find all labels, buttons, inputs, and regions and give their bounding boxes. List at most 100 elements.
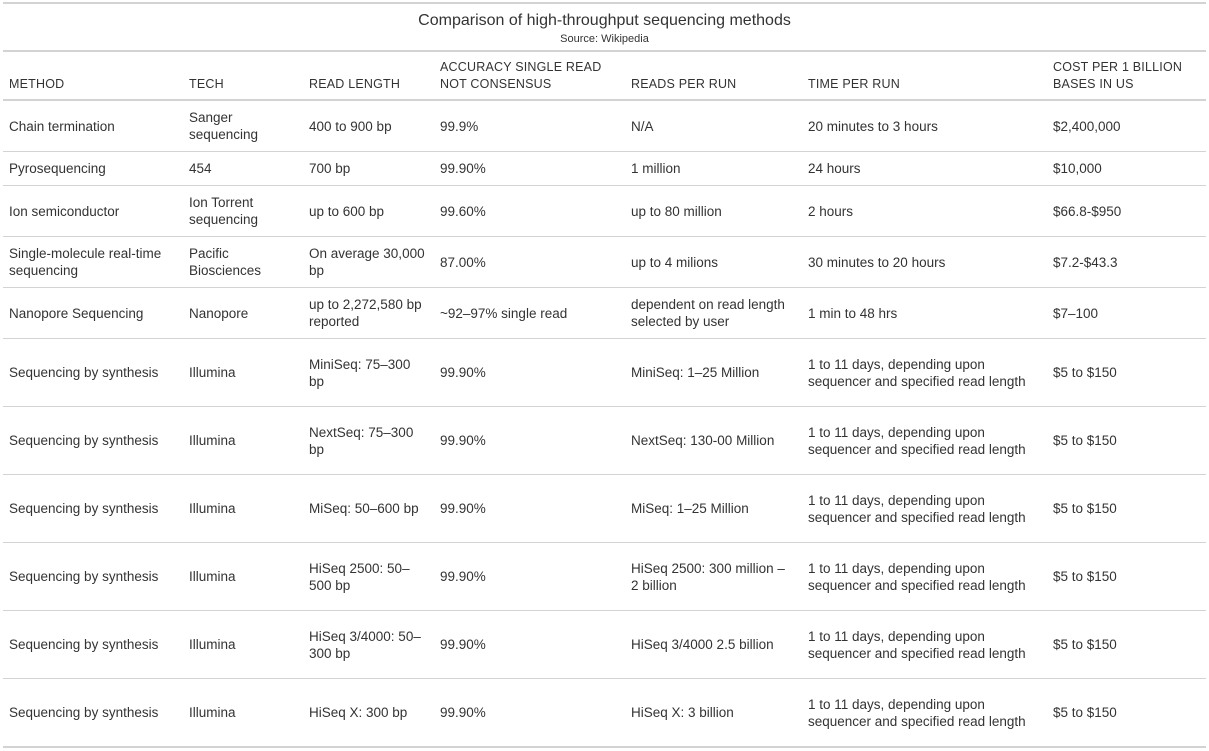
cell-read-length: up to 600 bp	[303, 185, 434, 237]
column-header-read-length: READ LENGTH	[303, 52, 434, 101]
cell-time-per-run: 1 to 11 days, depending upon sequencer a…	[802, 474, 1047, 543]
cell-accuracy: 87.00%	[434, 236, 625, 288]
cell-time-per-run: 24 hours	[802, 151, 1047, 186]
table-container: Comparison of high-throughput sequencing…	[3, 2, 1206, 748]
table-subtitle: Source: Wikipedia	[560, 33, 649, 45]
cell-method: Single-molecule real-time sequencing	[3, 236, 183, 288]
cell-method: Sequencing by synthesis	[3, 406, 183, 475]
cell-time-per-run: 1 to 11 days, depending upon sequencer a…	[802, 406, 1047, 475]
cell-read-length: HiSeq 2500: 50–500 bp	[303, 542, 434, 611]
cell-cost: $5 to $150	[1047, 474, 1206, 543]
cell-accuracy: 99.90%	[434, 610, 625, 679]
cell-tech: Illumina	[183, 338, 303, 407]
cell-cost: $7.2-$43.3	[1047, 236, 1206, 288]
cell-read-length: NextSeq: 75–300 bp	[303, 406, 434, 475]
cell-method: Sequencing by synthesis	[3, 542, 183, 611]
cell-tech: Illumina	[183, 610, 303, 679]
cell-method: Sequencing by synthesis	[3, 338, 183, 407]
column-header-accuracy: ACCURACY SINGLE READ NOT CONSENSUS	[434, 52, 625, 101]
cell-method: Pyrosequencing	[3, 151, 183, 186]
table-row: Pyrosequencing 454 700 bp 99.90% 1 milli…	[3, 151, 1206, 186]
cell-reads-per-run: MiSeq: 1–25 Million	[625, 474, 802, 543]
top-divider	[3, 2, 1206, 4]
cell-reads-per-run: HiSeq 3/4000 2.5 billion	[625, 610, 802, 679]
cell-reads-per-run: N/A	[625, 100, 802, 152]
cell-accuracy: 99.90%	[434, 338, 625, 407]
cell-cost: $7–100	[1047, 287, 1206, 339]
cell-reads-per-run: HiSeq X: 3 billion	[625, 678, 802, 748]
cell-cost: $2,400,000	[1047, 100, 1206, 152]
column-header-time-per-run: TIME PER RUN	[802, 52, 1047, 101]
table-row: Sequencing by synthesis Illumina HiSeq 3…	[3, 610, 1206, 679]
sequencing-methods-table: METHOD TECH READ LENGTH ACCURACY SINGLE …	[3, 52, 1206, 748]
cell-accuracy: 99.60%	[434, 185, 625, 237]
cell-accuracy: 99.9%	[434, 100, 625, 152]
cell-method: Chain termination	[3, 100, 183, 152]
table-row: Sequencing by synthesis Illumina HiSeq 2…	[3, 542, 1206, 611]
cell-tech: Illumina	[183, 406, 303, 475]
cell-time-per-run: 1 to 11 days, depending upon sequencer a…	[802, 610, 1047, 679]
cell-tech: Sanger sequencing	[183, 100, 303, 152]
cell-time-per-run: 2 hours	[802, 185, 1047, 237]
header-row: METHOD TECH READ LENGTH ACCURACY SINGLE …	[3, 52, 1206, 101]
cell-method: Ion semiconductor	[3, 185, 183, 237]
cell-read-length: HiSeq 3/4000: 50–300 bp	[303, 610, 434, 679]
table-row: Chain termination Sanger sequencing 400 …	[3, 100, 1206, 152]
cell-reads-per-run: MiniSeq: 1–25 Million	[625, 338, 802, 407]
cell-reads-per-run: 1 million	[625, 151, 802, 186]
cell-method: Sequencing by synthesis	[3, 678, 183, 748]
cell-reads-per-run: up to 4 milions	[625, 236, 802, 288]
table-row: Sequencing by synthesis Illumina NextSeq…	[3, 406, 1206, 475]
cell-tech: Illumina	[183, 542, 303, 611]
cell-accuracy: 99.90%	[434, 474, 625, 543]
column-header-method: METHOD	[3, 52, 183, 101]
cell-time-per-run: 1 to 11 days, depending upon sequencer a…	[802, 338, 1047, 407]
cell-tech: Nanopore	[183, 287, 303, 339]
column-header-reads-per-run: READS PER RUN	[625, 52, 802, 101]
cell-time-per-run: 20 minutes to 3 hours	[802, 100, 1047, 152]
table-row: Sequencing by synthesis Illumina HiSeq X…	[3, 678, 1206, 748]
cell-cost: $10,000	[1047, 151, 1206, 186]
cell-cost: $5 to $150	[1047, 338, 1206, 407]
cell-method: Sequencing by synthesis	[3, 474, 183, 543]
cell-tech: 454	[183, 151, 303, 186]
title-divider	[3, 50, 1206, 52]
cell-tech: Pacific Biosciences	[183, 236, 303, 288]
cell-accuracy: 99.90%	[434, 406, 625, 475]
cell-method: Sequencing by synthesis	[3, 610, 183, 679]
cell-time-per-run: 1 to 11 days, depending upon sequencer a…	[802, 542, 1047, 611]
cell-read-length: 700 bp	[303, 151, 434, 186]
cell-reads-per-run: dependent on read length selected by use…	[625, 287, 802, 339]
cell-read-length: 400 to 900 bp	[303, 100, 434, 152]
cell-time-per-run: 1 to 11 days, depending upon sequencer a…	[802, 678, 1047, 748]
cell-read-length: HiSeq X: 300 bp	[303, 678, 434, 748]
table-title: Comparison of high-throughput sequencing…	[418, 12, 791, 29]
column-header-tech: TECH	[183, 52, 303, 101]
cell-time-per-run: 30 minutes to 20 hours	[802, 236, 1047, 288]
table-row: Nanopore Sequencing Nanopore up to 2,272…	[3, 287, 1206, 339]
cell-accuracy: 99.90%	[434, 542, 625, 611]
table-row: Sequencing by synthesis Illumina MiniSeq…	[3, 338, 1206, 407]
cell-reads-per-run: up to 80 million	[625, 185, 802, 237]
cell-cost: $5 to $150	[1047, 610, 1206, 679]
cell-method: Nanopore Sequencing	[3, 287, 183, 339]
cell-tech: Illumina	[183, 678, 303, 748]
cell-read-length: MiniSeq: 75–300 bp	[303, 338, 434, 407]
table-row: Single-molecule real-time sequencing Pac…	[3, 236, 1206, 288]
cell-cost: $5 to $150	[1047, 406, 1206, 475]
cell-accuracy: 99.90%	[434, 151, 625, 186]
cell-tech: Ion Torrent sequencing	[183, 185, 303, 237]
cell-accuracy: 99.90%	[434, 678, 625, 748]
cell-cost: $66.8-$950	[1047, 185, 1206, 237]
cell-time-per-run: 1 min to 48 hrs	[802, 287, 1047, 339]
cell-read-length: On average 30,000 bp	[303, 236, 434, 288]
cell-reads-per-run: NextSeq: 130-00 Million	[625, 406, 802, 475]
cell-read-length: up to 2,272,580 bp reported	[303, 287, 434, 339]
cell-tech: Illumina	[183, 474, 303, 543]
column-header-cost: COST PER 1 BILLION BASES IN US	[1047, 52, 1206, 101]
cell-cost: $5 to $150	[1047, 678, 1206, 748]
cell-accuracy: ~92–97% single read	[434, 287, 625, 339]
cell-read-length: MiSeq: 50–600 bp	[303, 474, 434, 543]
table-row: Ion semiconductor Ion Torrent sequencing…	[3, 185, 1206, 237]
cell-reads-per-run: HiSeq 2500: 300 million – 2 billion	[625, 542, 802, 611]
